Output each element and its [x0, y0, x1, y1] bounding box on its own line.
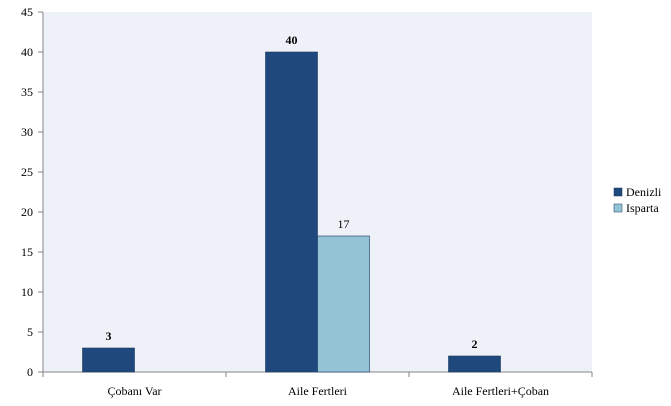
y-tick-label: 25: [21, 165, 33, 179]
y-tick-label: 20: [21, 205, 33, 219]
data-label-denizli-1: 40: [286, 33, 298, 47]
legend-swatch-denizli: [613, 187, 623, 197]
x-category-label: Çobanı Var: [107, 384, 161, 398]
data-label-denizli-2: 2: [472, 337, 478, 351]
y-tick-label: 30: [21, 125, 33, 139]
bar-denizli-0: [82, 347, 135, 373]
y-tick-label: 40: [21, 45, 33, 59]
data-label-denizli-0: 3: [106, 329, 112, 343]
y-tick-label: 35: [21, 85, 33, 99]
bar-denizli-1: [265, 51, 318, 373]
y-tick-label: 0: [27, 365, 33, 379]
legend: Denizli Isparta: [613, 185, 662, 215]
bars: [82, 51, 501, 373]
y-tick-label: 10: [21, 285, 33, 299]
bar-isparta-1: [317, 235, 370, 373]
y-tick-label: 5: [27, 325, 33, 339]
data-labels: 3 40 2 17: [106, 33, 478, 351]
legend-label-denizli: Denizli: [626, 185, 662, 199]
x-category-label: Aile Fertleri: [288, 384, 348, 398]
bar-denizli-2: [448, 355, 501, 373]
x-axis: Çobanı Var Aile Fertleri Aile Fertleri+Çob…: [42, 371, 593, 398]
x-category-label: Aile Fertleri+Çoban: [452, 384, 549, 398]
legend-label-isparta: Isparta: [626, 201, 659, 215]
y-axis: 0 5 10 15 20 25 30 35 40 45: [21, 5, 44, 379]
data-label-isparta-1: 17: [338, 217, 350, 231]
y-tick-label: 15: [21, 245, 33, 259]
y-tick-label: 45: [21, 5, 33, 19]
legend-swatch-isparta: [613, 203, 623, 213]
